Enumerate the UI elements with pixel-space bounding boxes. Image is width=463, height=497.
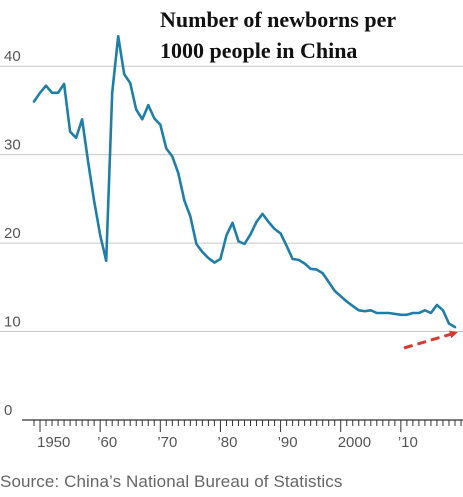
chart-title-line-2: 1000 people in China — [160, 38, 358, 63]
series-line-0 — [32, 34, 457, 329]
x-tick-label-2010: ’10 — [398, 434, 418, 451]
series-layer — [32, 34, 457, 329]
x-tick-label-1960: ’60 — [97, 434, 117, 451]
x-tick-label-2000: 2000 — [338, 434, 371, 451]
annotation-layer — [403, 330, 458, 350]
x-tick-label-1950: 1950 — [37, 434, 70, 451]
y-tick-label-10: 10 — [4, 314, 21, 331]
y-tick-label-0: 0 — [4, 402, 12, 419]
y-tick-label-40: 40 — [4, 48, 21, 65]
red-arrow-icon — [403, 330, 458, 350]
chart-title: Number of newborns per 1000 people in Ch… — [160, 4, 460, 66]
gridlines — [0, 65, 463, 333]
chart-title-line-1: Number of newborns per — [160, 7, 397, 32]
source-note: Source: China’s National Bureau of Stati… — [0, 472, 343, 491]
x-axis — [22, 419, 463, 432]
x-tick-label-1970: ’70 — [157, 434, 177, 451]
x-tick-label-1980: ’80 — [217, 434, 237, 451]
x-axis-tick-labels: 1950 ’60 ’70 ’80 ’90 2000 ’10 — [37, 434, 418, 451]
data-points — [33, 35, 456, 328]
y-tick-label-20: 20 — [4, 225, 21, 242]
y-axis-tick-labels: 0 10 20 30 40 — [4, 48, 21, 419]
y-tick-label-30: 30 — [4, 137, 21, 154]
x-tick-label-1990: ’90 — [278, 434, 298, 451]
